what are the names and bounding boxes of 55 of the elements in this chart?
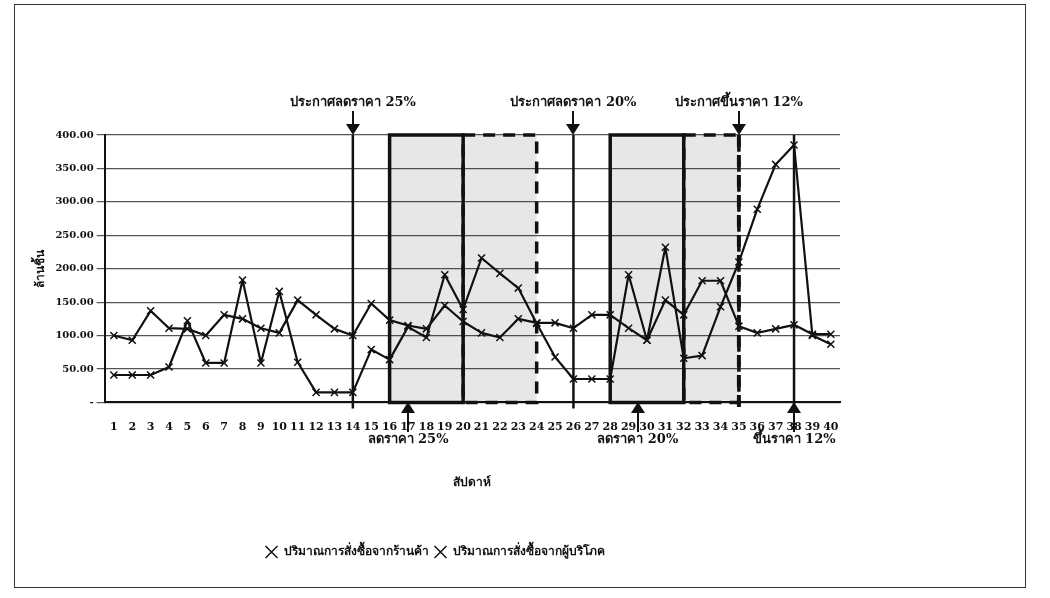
annotation: ประกาศลดราคา 20% (510, 93, 638, 109)
x-tick-label: 2 (128, 419, 137, 433)
x-tick-label: 10 (271, 419, 288, 433)
x-axis-title: สัปดาห์ (453, 474, 492, 489)
x-tick-label: 13 (326, 419, 343, 433)
y-tick-label: 50.00 (62, 362, 94, 374)
y-axis-title: ล้านชิ้น (30, 248, 48, 288)
y-tick-label: 200.00 (55, 262, 94, 274)
x-tick-label: 28 (602, 419, 619, 433)
x-tick-label: 9 (257, 419, 265, 433)
x-tick-label: 6 (201, 419, 210, 433)
x-tick-label: 40 (823, 419, 839, 433)
x-tick-label: 1 (110, 419, 118, 433)
x-tick-label: 21 (473, 419, 490, 433)
x-tick-label: 12 (308, 419, 324, 433)
y-tick-label: 150.00 (55, 295, 94, 307)
x-tick-label: 25 (547, 419, 563, 433)
legend-label: ปริมาณการสั่งซื้อจากร้านค้า (283, 541, 429, 559)
annotation: ลดราคา 20% (597, 431, 679, 447)
x-tick-label: 7 (220, 419, 228, 433)
x-tick-label: 14 (345, 419, 361, 433)
x-tick-label: 32 (676, 419, 692, 433)
x-tick-label: 26 (565, 419, 582, 433)
x-tick-label: 27 (584, 419, 600, 433)
annotation: ประกาศขึ้นราคา 12% (674, 90, 804, 109)
legend-label: ปริมาณการสั่งซื้อจากผู้บริโภค (452, 541, 605, 560)
x-tick-label: 29 (620, 419, 637, 433)
x-tick-label: 19 (437, 419, 453, 433)
annotation: ประกาศลดราคา 25% (289, 93, 417, 109)
x-tick-label: 3 (146, 419, 155, 433)
x-tick-label: 23 (510, 419, 526, 433)
y-tick-label: 250.00 (55, 228, 94, 240)
x-tick-label: 16 (381, 419, 398, 433)
x-tick-label: 39 (804, 419, 821, 433)
x-tick-label: 34 (712, 419, 729, 433)
y-tick-label: 350.00 (55, 162, 94, 174)
x-tick-label: 24 (529, 419, 545, 433)
x-tick-label: 11 (290, 419, 306, 433)
y-tick-label: 400.00 (55, 128, 94, 140)
y-tick-label: 300.00 (55, 195, 94, 207)
x-tick-label: 37 (768, 419, 784, 433)
x-tick-label: 33 (694, 419, 710, 433)
x-tick-label: 4 (165, 419, 174, 433)
x-tick-label: 22 (492, 419, 508, 433)
x-tick-label: 35 (731, 419, 747, 433)
x-tick-label: 31 (657, 419, 674, 433)
x-tick-label: 20 (455, 419, 472, 433)
x-tick-label: 5 (183, 419, 192, 433)
y-tick-label: - (89, 395, 94, 407)
x-tick-label: 15 (363, 419, 379, 433)
x-tick-label: 30 (639, 419, 655, 433)
x-tick-label: 8 (238, 419, 247, 433)
annotation: ลดราคา 25% (367, 431, 450, 447)
x-tick-label: 18 (418, 419, 435, 433)
y-tick-label: 100.00 (55, 329, 94, 341)
